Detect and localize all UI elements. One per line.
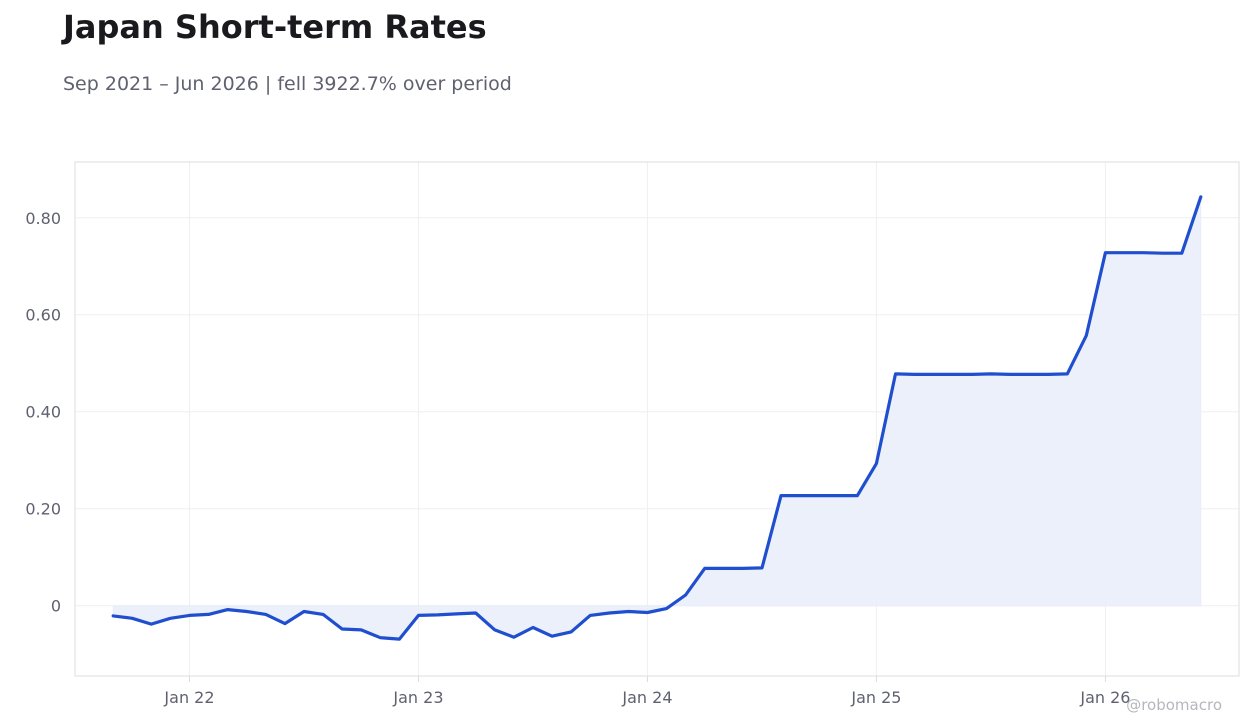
data-point xyxy=(245,610,249,614)
data-point xyxy=(512,635,516,639)
x-tick-label: Jan 26 xyxy=(1079,688,1130,707)
data-point xyxy=(874,462,878,466)
data-point xyxy=(951,372,955,376)
y-tick-label: 0.20 xyxy=(25,500,61,519)
data-point xyxy=(188,613,192,617)
data-point xyxy=(932,372,936,376)
data-point xyxy=(474,611,478,615)
data-point xyxy=(970,372,974,376)
x-tick-label: Jan 25 xyxy=(850,688,901,707)
data-point xyxy=(722,566,726,570)
data-point xyxy=(455,612,459,616)
data-point xyxy=(817,494,821,498)
data-point xyxy=(626,610,630,614)
data-point xyxy=(111,614,115,618)
data-point xyxy=(1103,251,1107,255)
data-point xyxy=(1142,251,1146,255)
plot-frame xyxy=(74,161,1240,677)
x-tick-label: Jan 23 xyxy=(392,688,443,707)
data-point xyxy=(703,566,707,570)
data-point xyxy=(168,616,172,620)
y-tick-label: 0 xyxy=(51,597,61,616)
watermark: @robomacro xyxy=(1126,696,1222,714)
data-point xyxy=(1065,372,1069,376)
data-point xyxy=(855,494,859,498)
data-point xyxy=(149,622,153,626)
data-point xyxy=(665,607,669,611)
data-point xyxy=(130,616,134,620)
data-point xyxy=(302,610,306,614)
data-point xyxy=(493,628,497,632)
chart-subtitle: Sep 2021 – Jun 2026 | fell 3922.7% over … xyxy=(63,73,512,95)
data-point xyxy=(359,628,363,632)
data-point xyxy=(913,372,917,376)
data-point xyxy=(1046,372,1050,376)
data-point xyxy=(378,636,382,640)
data-point xyxy=(321,612,325,616)
data-point xyxy=(989,372,993,376)
data-point xyxy=(741,566,745,570)
series-area-fill xyxy=(112,196,1202,640)
data-point xyxy=(1161,251,1165,255)
data-point xyxy=(1027,372,1031,376)
data-point xyxy=(1199,195,1203,199)
data-point xyxy=(417,613,421,617)
data-point xyxy=(684,593,688,597)
data-point xyxy=(531,626,535,630)
data-point xyxy=(1084,334,1088,338)
data-point xyxy=(894,372,898,376)
data-point xyxy=(264,612,268,616)
data-point xyxy=(207,612,211,616)
data-point xyxy=(760,566,764,570)
x-tick-label: Jan 22 xyxy=(163,688,214,707)
data-point xyxy=(779,494,783,498)
y-tick-label: 0.60 xyxy=(25,306,61,325)
data-point xyxy=(646,611,650,615)
y-tick-label: 0.40 xyxy=(25,403,61,422)
data-point xyxy=(836,494,840,498)
data-point xyxy=(569,630,573,634)
x-tick-label: Jan 24 xyxy=(621,688,672,707)
data-point xyxy=(226,608,230,612)
series-line xyxy=(111,195,1203,641)
y-tick-label: 0.80 xyxy=(25,209,61,228)
data-point xyxy=(588,613,592,617)
data-point xyxy=(397,637,401,641)
data-point xyxy=(1123,251,1127,255)
data-point xyxy=(1008,372,1012,376)
data-point xyxy=(436,613,440,617)
data-point xyxy=(1180,251,1184,255)
chart-title: Japan Short-term Rates xyxy=(63,8,487,46)
data-point xyxy=(340,627,344,631)
data-point xyxy=(607,611,611,615)
data-point xyxy=(550,634,554,638)
data-point xyxy=(283,622,287,626)
data-point xyxy=(798,494,802,498)
